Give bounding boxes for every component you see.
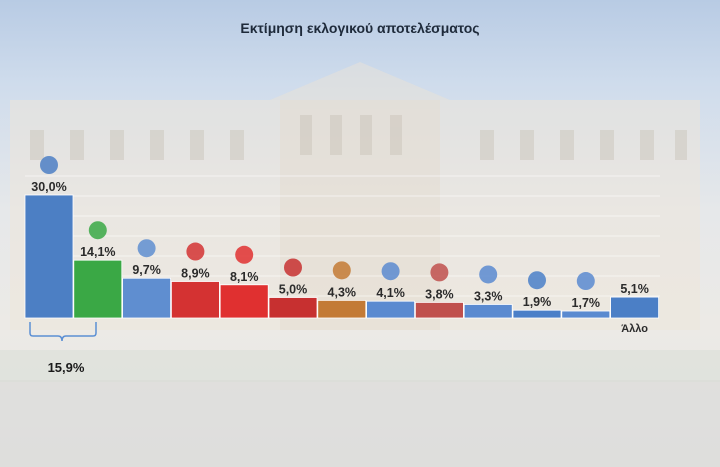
party-logo-icon-8 bbox=[381, 262, 400, 281]
party-logo-icon-11 bbox=[528, 271, 546, 290]
party-logo-icon-4 bbox=[186, 242, 205, 261]
value-label-4: 8,9% bbox=[181, 267, 210, 281]
combined-share-label: 15,9% bbox=[48, 360, 85, 375]
bars bbox=[24, 194, 659, 319]
bar-9 bbox=[414, 302, 464, 319]
party-logo-icon-9 bbox=[430, 263, 449, 282]
bar-6 bbox=[268, 297, 318, 319]
bar-5 bbox=[219, 284, 269, 319]
value-label-1: 30,0% bbox=[31, 180, 66, 194]
party-logo-icon-3 bbox=[137, 239, 156, 258]
bar-4 bbox=[170, 281, 220, 319]
chart-title: Εκτίμηση εκλογικού αποτελέσματος bbox=[240, 20, 480, 36]
party-logos bbox=[40, 156, 595, 291]
value-labels: 30,0% 14,1% 9,7% 8,9% 8,1% 5,0% 4,3% 4,1% 3,8% 3,… bbox=[31, 180, 649, 335]
party-logo-icon-12 bbox=[576, 272, 595, 291]
bar-2 bbox=[73, 259, 123, 319]
value-label-2: 14,1% bbox=[80, 245, 115, 259]
party-logo-icon-7 bbox=[332, 261, 351, 280]
party-logo-icon-10 bbox=[479, 265, 498, 284]
value-label-6: 5,0% bbox=[279, 283, 308, 297]
value-label-11: 1,9% bbox=[523, 295, 552, 309]
party-logo-icon-2 bbox=[88, 221, 107, 240]
bar-8 bbox=[366, 300, 416, 319]
bar-3 bbox=[122, 277, 171, 319]
party-logo-icon-6 bbox=[284, 258, 302, 277]
value-label-12: 1,7% bbox=[572, 296, 601, 310]
bar-7 bbox=[317, 299, 367, 319]
bar-12 bbox=[561, 310, 611, 319]
value-label-10: 3,3% bbox=[474, 289, 503, 303]
value-label-3: 9,7% bbox=[132, 263, 161, 277]
value-label-5: 8,1% bbox=[230, 270, 259, 284]
coalition-bracket bbox=[29, 322, 97, 342]
value-label-9: 3,8% bbox=[425, 287, 454, 301]
category-label-other: Άλλο bbox=[621, 323, 648, 335]
bar-13 bbox=[610, 296, 659, 319]
value-label-7: 4,3% bbox=[328, 285, 357, 299]
value-label-13: 5,1% bbox=[620, 282, 649, 296]
bar-11 bbox=[512, 309, 562, 319]
bar-10 bbox=[463, 304, 513, 319]
bar-1 bbox=[24, 194, 74, 319]
party-logo-icon-1 bbox=[40, 156, 58, 174]
party-logo-icon-5 bbox=[235, 245, 254, 264]
value-label-8: 4,1% bbox=[376, 286, 405, 300]
